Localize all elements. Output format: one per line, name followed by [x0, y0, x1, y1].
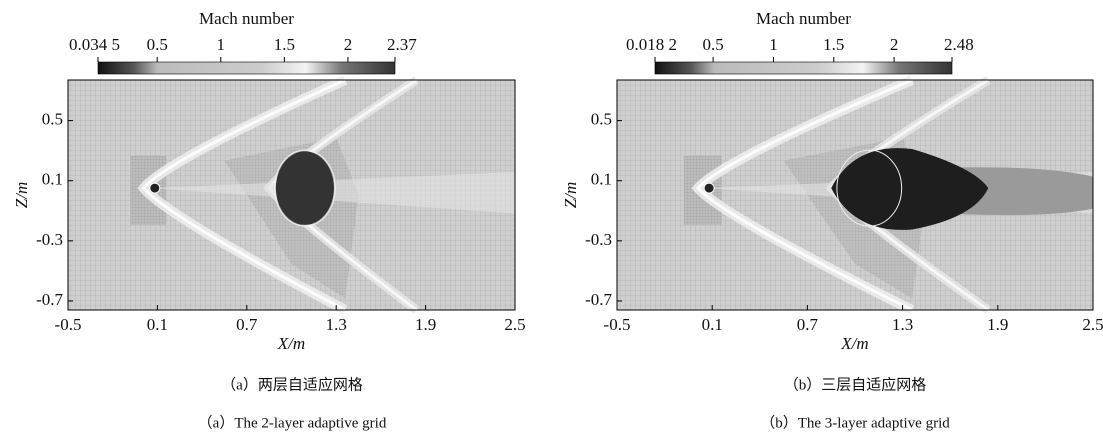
- y-tick-label: -0.3: [36, 230, 63, 249]
- x-tick-label: -0.5: [604, 315, 631, 334]
- x-tick-label: 1.9: [415, 315, 436, 334]
- colorbar-tick-label: 0.5: [147, 35, 168, 54]
- colorbar-tick-label: 0.018 2: [626, 35, 677, 54]
- x-tick-label: 0.1: [147, 315, 168, 334]
- nose: [704, 183, 714, 193]
- x-tick-label: 1.3: [892, 315, 913, 334]
- panel: -0.5 0.1 0.7 1.3 1.9 2.5 0.5 0.1 -0.3 -0.7 X/m Z/m M…: [12, 9, 526, 432]
- x-tick-label: 0.1: [702, 315, 723, 334]
- colorbar: [98, 62, 395, 74]
- y-tick-label: -0.3: [585, 230, 612, 249]
- x-tick-label: 1.9: [987, 315, 1008, 334]
- y-tick-label: 0.1: [42, 170, 63, 189]
- figure: -0.5 0.1 0.7 1.3 1.9 2.5 0.5 0.1 -0.3 -0.7 X/m Z/m M…: [0, 0, 1103, 442]
- nose: [150, 183, 160, 193]
- colorbar-tick-label: 2: [890, 35, 899, 54]
- contour-field: [68, 80, 515, 310]
- x-tick-label: -0.5: [55, 315, 82, 334]
- contour-field: [617, 80, 1093, 310]
- colorbar-tick-label: 2: [344, 35, 353, 54]
- colorbar-tick-label: 0.5: [703, 35, 724, 54]
- y-tick-label: 0.5: [591, 109, 612, 128]
- x-tick-label: 2.5: [1082, 315, 1103, 334]
- colorbar-tick-label: 1.5: [823, 35, 844, 54]
- x-tick-label: 2.5: [504, 315, 525, 334]
- y-tick-label: -0.7: [36, 290, 63, 309]
- colorbar-title: Mach number: [199, 9, 294, 28]
- y-axis-label: Z/m: [561, 182, 580, 208]
- x-tick-label: 0.7: [236, 315, 258, 334]
- x-tick-label: 1.3: [326, 315, 347, 334]
- colorbar-tick-label: 0.034 5: [69, 35, 120, 54]
- y-tick-label: -0.7: [585, 290, 612, 309]
- caption: （b）三层自适应网格: [784, 375, 927, 393]
- y-tick-label: 0.5: [42, 109, 63, 128]
- caption-english: （a）The 2-layer adaptive grid: [198, 414, 387, 431]
- x-tick-label: 0.7: [797, 315, 819, 334]
- x-axis-label: X/m: [277, 334, 305, 353]
- colorbar-tick-label: 1: [217, 35, 226, 54]
- colorbar-tick-label: 1.5: [274, 35, 295, 54]
- colorbar-tick-label: 2.37: [387, 35, 417, 54]
- caption-english: （b）The 3-layer adaptive grid: [760, 414, 950, 431]
- panel: -0.5 0.1 0.7 1.3 1.9 2.5 0.5 0.1 -0.3 -0.7 X/m Z/m M…: [561, 9, 1103, 432]
- low-mach-region: [276, 151, 334, 225]
- caption: （a）两层自适应网格: [221, 375, 363, 393]
- y-tick-label: 0.1: [591, 170, 612, 189]
- x-axis-label: X/m: [840, 334, 868, 353]
- y-axis-label: Z/m: [12, 182, 31, 208]
- colorbar-tick-label: 2.48: [944, 35, 974, 54]
- colorbar-title: Mach number: [756, 9, 851, 28]
- colorbar: [655, 62, 952, 74]
- colorbar-tick-label: 1: [769, 35, 778, 54]
